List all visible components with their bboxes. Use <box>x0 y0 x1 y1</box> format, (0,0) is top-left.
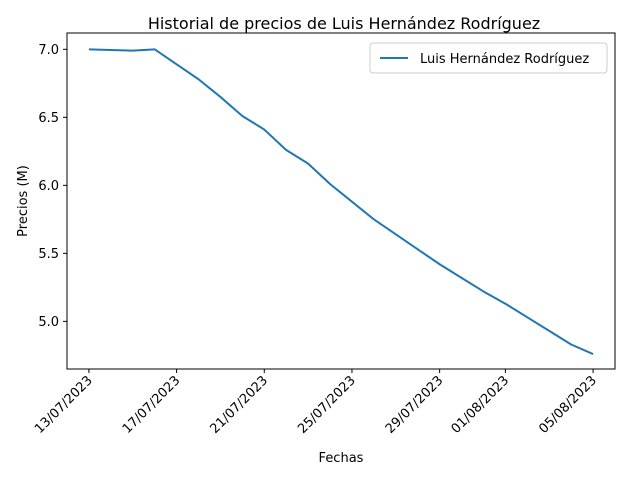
x-tick-label: 29/07/2023 <box>383 373 447 437</box>
data-point <box>263 129 265 131</box>
x-tick-label: 17/07/2023 <box>120 373 184 437</box>
y-tick-label: 7.0 <box>38 43 59 58</box>
x-tick-label: 05/08/2023 <box>536 373 600 437</box>
data-point <box>307 163 309 165</box>
y-tick-label: 5.5 <box>38 247 59 262</box>
x-tick-label: 25/07/2023 <box>295 373 359 437</box>
x-tick-label: 01/08/2023 <box>449 373 513 437</box>
data-point <box>592 353 594 355</box>
data-point <box>329 183 331 185</box>
x-axis-label: Fechas <box>319 451 364 466</box>
legend-frame <box>369 42 608 74</box>
data-point <box>461 277 463 279</box>
data-point <box>110 49 112 51</box>
data-point <box>395 233 397 235</box>
data-point <box>154 48 156 50</box>
data-point <box>132 50 134 52</box>
data-point <box>504 303 506 305</box>
data-point <box>526 316 528 318</box>
y-axis-label: Precios (M) <box>16 165 31 237</box>
data-point <box>482 290 484 292</box>
x-tick-label: 21/07/2023 <box>208 373 272 437</box>
y-axis: 5.0 5.5 6.0 6.5 7.0 <box>38 43 67 330</box>
plot-area <box>66 32 616 370</box>
data-point <box>198 78 200 80</box>
y-tick-label: 5.0 <box>38 315 59 330</box>
x-tick-label: 13/07/2023 <box>32 373 96 437</box>
data-point <box>417 248 419 250</box>
series-line <box>88 48 594 355</box>
data-point <box>570 344 572 346</box>
data-point <box>176 63 178 65</box>
data-point <box>241 115 243 117</box>
legend: Luis Hernández Rodríguez <box>369 42 608 74</box>
y-tick-label: 6.5 <box>38 111 59 126</box>
data-point <box>373 218 375 220</box>
y-tick-label: 6.0 <box>38 179 59 194</box>
chart-title: Historial de precios de Luis Hernández R… <box>148 14 540 33</box>
data-point <box>351 201 353 203</box>
data-point <box>285 149 287 151</box>
data-point <box>548 330 550 332</box>
x-axis: 13/07/2023 17/07/2023 21/07/2023 25/07/2023… <box>32 369 600 437</box>
data-point <box>219 96 221 98</box>
series-layer <box>88 48 594 355</box>
data-point <box>88 48 90 50</box>
data-point <box>439 263 441 265</box>
legend-label: Luis Hernández Rodríguez <box>420 52 589 67</box>
